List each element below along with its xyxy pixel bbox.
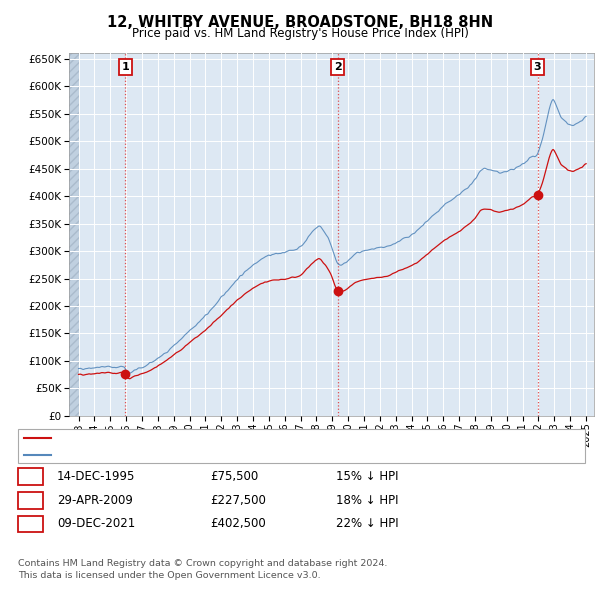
Text: 1: 1 bbox=[121, 62, 129, 72]
Text: 12, WHITBY AVENUE, BROADSTONE, BH18 8HN: 12, WHITBY AVENUE, BROADSTONE, BH18 8HN bbox=[107, 15, 493, 30]
Text: 3: 3 bbox=[26, 517, 35, 530]
Text: 09-DEC-2021: 09-DEC-2021 bbox=[57, 517, 135, 530]
Text: £75,500: £75,500 bbox=[210, 470, 258, 483]
Bar bbox=[69, 53, 79, 416]
Text: Contains HM Land Registry data © Crown copyright and database right 2024.: Contains HM Land Registry data © Crown c… bbox=[18, 559, 388, 568]
Text: £402,500: £402,500 bbox=[210, 517, 266, 530]
Text: 22% ↓ HPI: 22% ↓ HPI bbox=[336, 517, 398, 530]
Text: 2: 2 bbox=[26, 494, 35, 507]
Text: HPI: Average price, detached house, Bournemouth Christchurch and Poole: HPI: Average price, detached house, Bour… bbox=[57, 450, 445, 460]
Text: 14-DEC-1995: 14-DEC-1995 bbox=[57, 470, 136, 483]
Text: 1: 1 bbox=[26, 470, 35, 483]
Text: This data is licensed under the Open Government Licence v3.0.: This data is licensed under the Open Gov… bbox=[18, 571, 320, 579]
Text: 18% ↓ HPI: 18% ↓ HPI bbox=[336, 494, 398, 507]
Text: 15% ↓ HPI: 15% ↓ HPI bbox=[336, 470, 398, 483]
Text: Price paid vs. HM Land Registry's House Price Index (HPI): Price paid vs. HM Land Registry's House … bbox=[131, 27, 469, 40]
Text: £227,500: £227,500 bbox=[210, 494, 266, 507]
Text: 29-APR-2009: 29-APR-2009 bbox=[57, 494, 133, 507]
Text: 12, WHITBY AVENUE, BROADSTONE, BH18 8HN (detached house): 12, WHITBY AVENUE, BROADSTONE, BH18 8HN … bbox=[57, 434, 397, 443]
Text: 3: 3 bbox=[534, 62, 541, 72]
Text: 2: 2 bbox=[334, 62, 341, 72]
